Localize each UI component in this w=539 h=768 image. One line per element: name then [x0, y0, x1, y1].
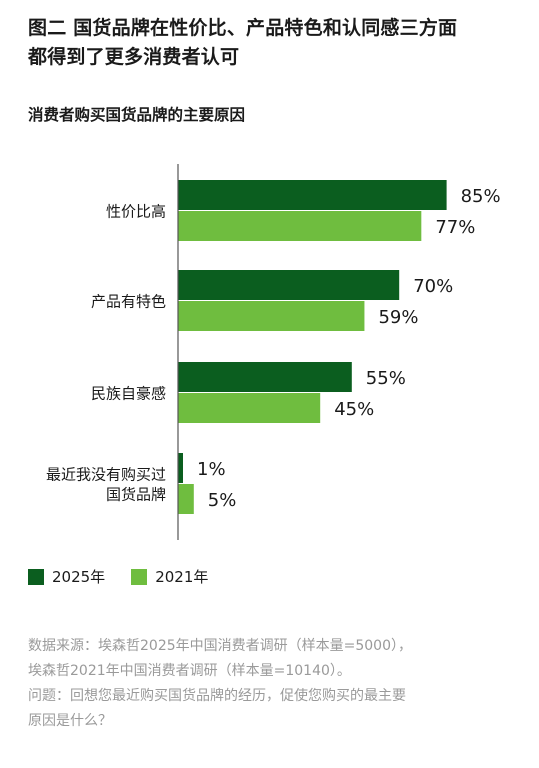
- data-label-2025: 1%: [197, 459, 226, 480]
- legend-swatch-2021: [131, 568, 148, 585]
- bar-2025: [178, 270, 400, 300]
- bar-2021: [178, 211, 422, 241]
- bar-2021: [178, 393, 321, 423]
- title-line-1: 图二 国货品牌在性价比、产品特色和认同感三方面: [28, 17, 458, 39]
- bar-2025: [178, 453, 183, 483]
- data-label-2021: 45%: [334, 399, 374, 420]
- legend-swatch-2025: [28, 568, 44, 585]
- title-line-2: 都得到了更多消费者认可: [28, 46, 240, 68]
- source-line-1: 数据来源：埃森哲2025年中国消费者调研（样本量=5000），: [28, 638, 412, 654]
- data-label-2021: 5%: [208, 490, 237, 511]
- question-line-2: 原因是什么？: [28, 713, 112, 729]
- category-label: 最近我没有购买过: [46, 466, 166, 484]
- data-label-2021: 77%: [435, 217, 475, 238]
- legend: 2025年 2021年: [28, 566, 234, 587]
- category-label: 民族自豪感: [91, 385, 166, 403]
- chart-title: 图二 国货品牌在性价比、产品特色和认同感三方面 都得到了更多消费者认可: [28, 14, 528, 72]
- legend-item-2021: 2021年: [131, 566, 208, 587]
- category-label: 性价比高: [106, 203, 166, 221]
- data-label-2021: 59%: [378, 307, 418, 328]
- data-label-2025: 55%: [366, 368, 406, 389]
- legend-item-2025: 2025年: [28, 566, 105, 587]
- source-notes: 数据来源：埃森哲2025年中国消费者调研（样本量=5000）， 埃森哲2021年…: [28, 634, 528, 734]
- chart-subtitle: 消费者购买国货品牌的主要原因: [28, 106, 246, 124]
- legend-label-2021: 2021年: [155, 568, 209, 586]
- legend-label-2025: 2025年: [52, 568, 106, 586]
- bar-2025: [178, 362, 352, 392]
- bar-2025: [178, 180, 447, 210]
- bar-2021: [178, 301, 365, 331]
- source-line-2: 埃森哲2021年中国消费者调研（样本量=10140）。: [28, 663, 351, 679]
- data-label-2025: 70%: [413, 276, 453, 297]
- data-label-2025: 85%: [461, 186, 501, 207]
- category-label: 产品有特色: [91, 293, 166, 311]
- question-line-1: 问题：回想您最近购买国货品牌的经历，促使您购买的最主要: [28, 688, 406, 704]
- category-label: 国货品牌: [106, 486, 166, 504]
- bar-2021: [178, 484, 194, 514]
- bar-chart: 性价比高 85% 77% 产品有特色 70% 59% 民族自豪感 55% 45% 最近我没有购买过…: [46, 164, 501, 540]
